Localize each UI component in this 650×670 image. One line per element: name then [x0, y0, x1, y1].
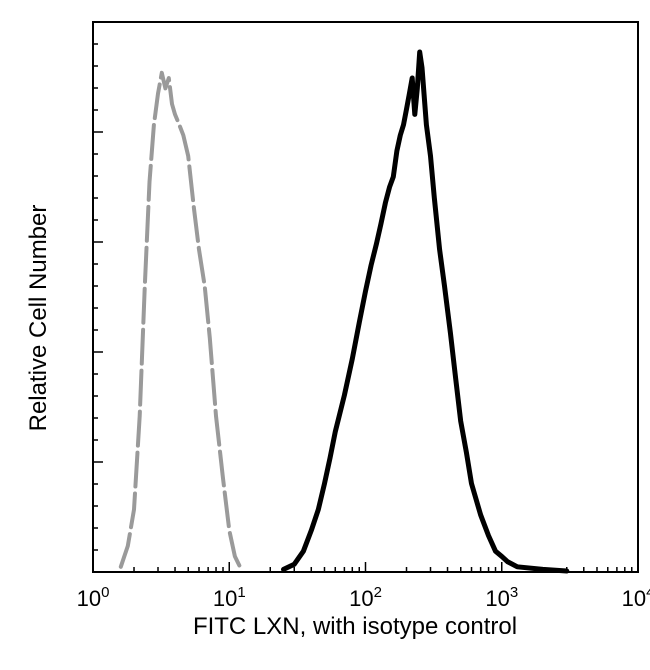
axis-ticks	[92, 43, 639, 573]
x-tick-label: 102	[349, 584, 382, 611]
lxn-histogram	[281, 49, 570, 574]
x-tick-labels: 100 101 102 103 104	[77, 584, 650, 611]
x-tick-label: 103	[485, 584, 518, 611]
x-tick-label: 100	[77, 584, 110, 611]
x-axis-title: FITC LXN, with isotype control	[193, 613, 517, 640]
x-tick-label: 101	[213, 584, 246, 611]
isotype-control-histogram	[118, 70, 242, 569]
y-axis-title: Relative Cell Number	[25, 205, 52, 432]
x-tick-label: 104	[622, 584, 650, 611]
series-group	[118, 49, 570, 574]
